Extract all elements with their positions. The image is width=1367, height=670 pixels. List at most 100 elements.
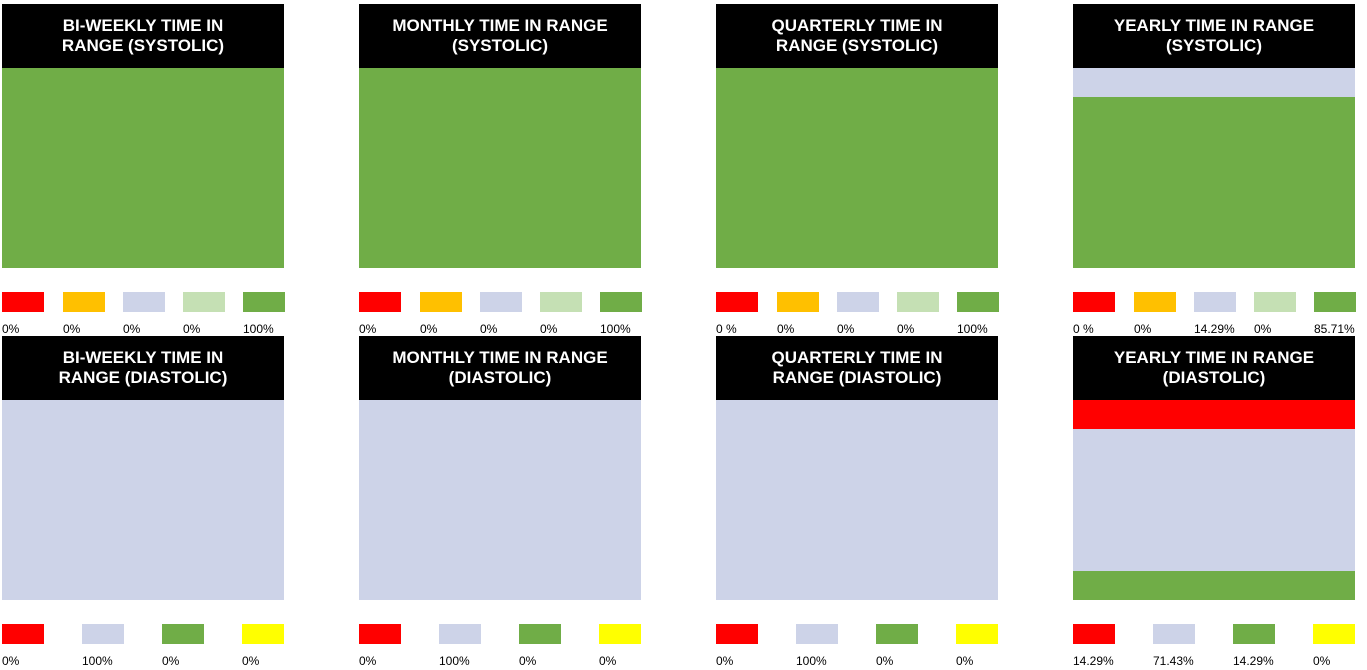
stacked-bar	[359, 400, 641, 600]
legend-swatch-green	[1233, 624, 1275, 644]
legend-swatch-light-green	[540, 292, 582, 312]
legend-swatch-green	[1314, 292, 1356, 312]
legend-swatch-orange	[420, 292, 462, 312]
legend-swatch-light-green	[1254, 292, 1296, 312]
legend-percent-label: 0%	[1254, 322, 1272, 336]
bar-segment-green	[716, 68, 998, 268]
bar-segment-lavender	[716, 400, 998, 600]
chart-title: BI-WEEKLY TIME IN RANGE (SYSTOLIC)	[2, 4, 284, 68]
chart-title: QUARTERLY TIME IN RANGE (DIASTOLIC)	[716, 336, 998, 400]
legend-swatch-green	[600, 292, 642, 312]
legend-swatch-red	[716, 624, 758, 644]
chart-panel: YEARLY TIME IN RANGE (SYSTOLIC) 0 % 0% 14.2…	[1073, 4, 1356, 336]
legend: 0 % 0% 0% 0% 100%	[716, 288, 999, 336]
stacked-bar	[716, 400, 998, 600]
legend-percent-label: 14.29%	[1073, 654, 1114, 668]
stacked-bar	[359, 68, 641, 268]
legend-percent-label: 0%	[777, 322, 795, 336]
legend-percent-label: 0%	[123, 322, 141, 336]
legend-percent-label: 100%	[82, 654, 113, 668]
legend-percent-label: 100%	[796, 654, 827, 668]
bar-segment-lavender	[359, 400, 641, 600]
legend-swatch-green	[519, 624, 561, 644]
legend-percent-label: 0%	[716, 654, 734, 668]
legend-percent-label: 100%	[439, 654, 470, 668]
bar-segment-green	[2, 68, 284, 268]
legend-swatch-red	[2, 292, 44, 312]
legend-percent-label: 0%	[183, 322, 201, 336]
legend-percent-label: 100%	[600, 322, 631, 336]
legend-percent-label: 0%	[1134, 322, 1152, 336]
legend-percent-label: 0%	[480, 322, 498, 336]
chart-panel: YEARLY TIME IN RANGE (DIASTOLIC) 14.29% 71…	[1073, 336, 1355, 668]
legend-percent-label: 0%	[540, 322, 558, 336]
chart-title: BI-WEEKLY TIME IN RANGE (DIASTOLIC)	[2, 336, 284, 400]
chart-panel: QUARTERLY TIME IN RANGE (SYSTOLIC) 0 % 0% 0…	[716, 4, 999, 336]
legend-percent-label: 0%	[876, 654, 894, 668]
legend-swatch-red	[359, 292, 401, 312]
legend: 0% 0% 0% 0% 100%	[359, 288, 642, 336]
chart-panel: MONTHLY TIME IN RANGE (SYSTOLIC) 0% 0% 0% 0%…	[359, 4, 642, 336]
chart-title: MONTHLY TIME IN RANGE (DIASTOLIC)	[359, 336, 641, 400]
legend-swatch-light-green	[897, 292, 939, 312]
legend-swatch-lavender	[837, 292, 879, 312]
legend-percent-label: 0%	[63, 322, 81, 336]
legend-swatch-lavender	[439, 624, 481, 644]
legend-percent-label: 0%	[420, 322, 438, 336]
legend-swatch-lavender	[1194, 292, 1236, 312]
chart-title: QUARTERLY TIME IN RANGE (SYSTOLIC)	[716, 4, 998, 68]
stacked-bar	[1073, 399, 1355, 600]
legend-swatch-green	[243, 292, 285, 312]
legend-swatch-light-green	[183, 292, 225, 312]
legend-percent-label: 0%	[1313, 654, 1331, 668]
legend-percent-label: 0%	[519, 654, 537, 668]
legend-swatch-yellow	[242, 624, 284, 644]
bar-segment-green	[1073, 571, 1355, 600]
chart-panel: MONTHLY TIME IN RANGE (DIASTOLIC) 0% 100% 0…	[359, 336, 641, 668]
legend-swatch-yellow	[1313, 624, 1355, 644]
stacked-bar	[1073, 68, 1355, 268]
legend-swatch-orange	[777, 292, 819, 312]
legend-percent-label: 85.71%	[1314, 322, 1355, 336]
legend-percent-label: 14.29%	[1233, 654, 1274, 668]
chart-panel: BI-WEEKLY TIME IN RANGE (DIASTOLIC) 0% 100…	[2, 336, 284, 668]
legend-swatch-lavender	[1153, 624, 1195, 644]
legend-percent-label: 100%	[957, 322, 988, 336]
legend-swatch-lavender	[123, 292, 165, 312]
legend-swatch-green	[162, 624, 204, 644]
legend: 0 % 0% 14.29% 0% 85.71%	[1073, 288, 1356, 336]
legend-percent-label: 0%	[956, 654, 974, 668]
legend-swatch-lavender	[82, 624, 124, 644]
stacked-bar	[716, 68, 998, 268]
legend-percent-label: 0 %	[1073, 322, 1094, 336]
bar-segment-red	[1073, 399, 1355, 429]
legend: 0% 0% 0% 0% 100%	[2, 288, 285, 336]
legend-swatch-red	[2, 624, 44, 644]
legend-percent-label: 0%	[162, 654, 180, 668]
chart-panel: BI-WEEKLY TIME IN RANGE (SYSTOLIC) 0% 0% 0%…	[2, 4, 285, 336]
bar-segment-lavender	[1073, 428, 1355, 572]
legend-percent-label: 0%	[897, 322, 915, 336]
stacked-bar	[2, 400, 284, 600]
legend-swatch-green	[957, 292, 999, 312]
legend-percent-label: 100%	[243, 322, 274, 336]
chart-title: YEARLY TIME IN RANGE (DIASTOLIC)	[1073, 336, 1355, 400]
legend-percent-label: 0%	[837, 322, 855, 336]
legend-swatch-lavender	[480, 292, 522, 312]
legend-swatch-red	[359, 624, 401, 644]
legend-swatch-red	[1073, 292, 1115, 312]
legend: 0% 100% 0% 0%	[2, 620, 284, 668]
legend-percent-label: 0%	[242, 654, 260, 668]
bar-segment-green	[359, 68, 641, 268]
legend-percent-label: 0%	[359, 654, 377, 668]
legend-percent-label: 0 %	[716, 322, 737, 336]
bar-segment-green	[1073, 96, 1355, 268]
legend: 0% 100% 0% 0%	[359, 620, 641, 668]
legend-percent-label: 0%	[599, 654, 617, 668]
stacked-bar	[2, 68, 284, 268]
legend-swatch-orange	[63, 292, 105, 312]
legend-percent-label: 0%	[359, 322, 377, 336]
legend-swatch-red	[1073, 624, 1115, 644]
legend-swatch-yellow	[956, 624, 998, 644]
legend-swatch-yellow	[599, 624, 641, 644]
